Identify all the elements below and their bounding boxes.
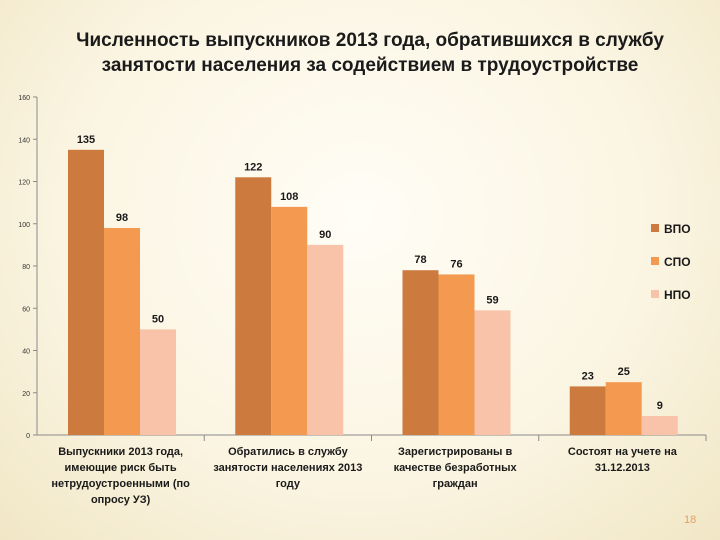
bar-ВПО-2: [235, 177, 272, 435]
bar-СПО-3: [438, 274, 475, 435]
legend-label-ВПО: ВПО: [664, 222, 691, 236]
y-tick-label: 140: [18, 137, 30, 144]
y-tick-label: 160: [18, 95, 30, 102]
legend-swatch-СПО: [651, 257, 659, 265]
y-tick-label: 120: [18, 180, 30, 187]
bar-СПО-4: [605, 382, 642, 435]
bar-НПО-2: [307, 244, 344, 435]
bar-ВПО-4: [569, 386, 606, 435]
y-tick-label: 20: [22, 391, 30, 398]
bar-ВПО-1: [68, 149, 104, 435]
data-label-СПО-1: 98: [116, 212, 128, 224]
y-tick-label: 40: [22, 349, 30, 356]
data-label-НПО-1: 50: [152, 313, 164, 325]
bar-ВПО-3: [402, 270, 439, 435]
bar-НПО-4: [641, 415, 678, 435]
data-label-НПО-2: 90: [319, 229, 331, 241]
bar-НПО-3: [474, 310, 511, 435]
legend-swatch-ВПО: [651, 224, 659, 232]
y-tick-label: 60: [22, 306, 30, 313]
chart-title: Численность выпускников 2013 года, обрат…: [60, 28, 680, 78]
data-label-ВПО-2: 122: [244, 161, 262, 173]
x-category-label-4: Состоят на учете на 31.12.2013: [568, 446, 678, 474]
data-label-ВПО-1: 135: [77, 134, 95, 146]
x-category-label-1: Выпускники 2013 года, имеющие риск быть не…: [51, 446, 190, 506]
x-category-label-2: Обратились в службу занятости населениях …: [213, 446, 362, 490]
y-tick-label: 0: [26, 433, 30, 440]
slide-number: 18: [684, 514, 697, 526]
data-label-СПО-2: 108: [280, 191, 298, 203]
data-label-НПО-4: 9: [657, 400, 663, 412]
data-label-НПО-3: 59: [486, 294, 498, 306]
legend-label-НПО: НПО: [664, 288, 691, 302]
chart-title-line-2: занятости населения за содействием в тру…: [101, 55, 639, 76]
legend-label-СПО: СПО: [664, 255, 691, 269]
data-label-СПО-3: 76: [450, 258, 462, 270]
bar-СПО-1: [104, 227, 140, 435]
bar-НПО-1: [140, 329, 176, 435]
bar-СПО-2: [271, 206, 308, 435]
legend-swatch-НПО: [651, 290, 659, 298]
data-label-ВПО-3: 78: [414, 254, 426, 266]
y-tick-label: 100: [18, 222, 30, 229]
chart-title-line-1: Численность выпускников 2013 года, обрат…: [76, 30, 664, 51]
data-label-СПО-4: 25: [618, 366, 630, 378]
x-category-label-3: Зарегистрированы в качестве безработных гр…: [394, 446, 518, 490]
y-tick-label: 80: [22, 264, 30, 271]
data-label-ВПО-4: 23: [582, 370, 594, 382]
